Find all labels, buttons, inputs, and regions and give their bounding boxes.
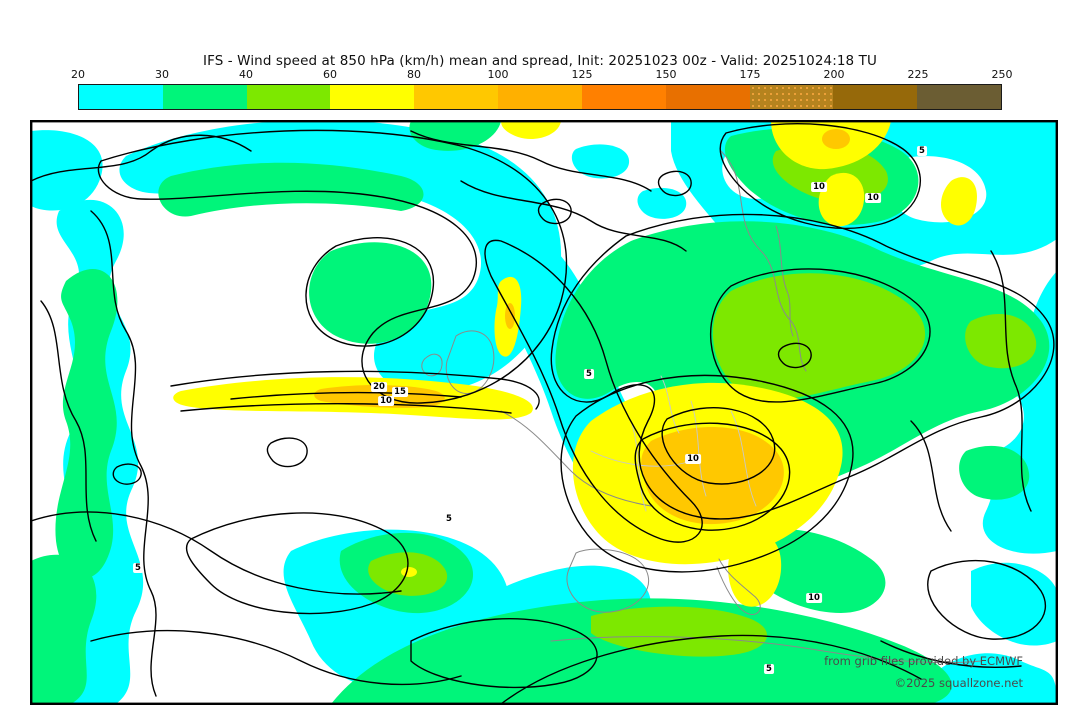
colorbar-segment-60-80 <box>330 85 415 109</box>
coastlines <box>421 150 982 664</box>
spread-contour-label-10: 10 <box>685 454 701 464</box>
map-border <box>31 121 1057 704</box>
colorbar-segment-150-175 <box>665 85 750 109</box>
colorbar-tick-225: 225 <box>907 68 929 81</box>
spread-contour-label-20: 20 <box>371 382 387 392</box>
colorbar-tick-100: 100 <box>487 68 509 81</box>
credit-ecmwf: from grib files provided by ECMWF <box>824 654 1023 668</box>
spread-contour-label-10: 10 <box>865 193 881 203</box>
credit-site: ©2025 squallzone.net <box>894 676 1023 690</box>
spread-contour-label-5: 5 <box>584 369 594 379</box>
spread-contour-label-5: 5 <box>133 563 143 573</box>
colorbar-segment-225-250 <box>917 85 1001 109</box>
colorbar-tick-125: 125 <box>571 68 593 81</box>
colorbar-segment-100-125 <box>498 85 582 109</box>
colorbar-segment-175-200 <box>749 85 834 109</box>
spread-contour-label-5: 5 <box>917 146 927 156</box>
colorbar-segment-30-40 <box>162 85 247 109</box>
spread-contour-label-5: 5 <box>764 664 774 674</box>
colorbar-tick-40: 40 <box>239 68 253 81</box>
colorbar-tick-250: 250 <box>991 68 1013 81</box>
spread-contours <box>31 123 1055 704</box>
weather-map-canvas <box>31 121 1057 704</box>
colorbar-segment-20-30 <box>79 85 163 109</box>
colorbar <box>78 84 1002 110</box>
colorbar-tick-20: 20 <box>71 68 85 81</box>
spread-contour-label-10: 10 <box>378 396 394 406</box>
spread-contour-label-5: 5 <box>444 514 454 524</box>
spread-contour-label-10: 10 <box>806 593 822 603</box>
country-borders <box>590 375 757 512</box>
colorbar-tick-150: 150 <box>655 68 677 81</box>
colorbar-tick-30: 30 <box>155 68 169 81</box>
map-frame: 20 15 10 10 10 5 5 10 5 5 10 5 from grib files prov… <box>30 120 1058 705</box>
colorbar-tick-200: 200 <box>823 68 845 81</box>
chart-title: IFS - Wind speed at 850 hPa (km/h) mean … <box>203 53 877 69</box>
spread-contour-label-10: 10 <box>811 182 827 192</box>
colorbar-ticks: 20 30 40 60 80 100 125 150 175 200 225 250 <box>71 68 1013 82</box>
colorbar-tick-80: 80 <box>407 68 421 81</box>
colorbar-segment-125-150 <box>581 85 666 109</box>
colorbar-tick-60: 60 <box>323 68 337 81</box>
spread-contour-label-15: 15 <box>392 387 408 397</box>
colorbar-segment-40-60 <box>246 85 331 109</box>
shading-gold <box>314 129 850 525</box>
colorbar-segment-80-100 <box>414 85 499 109</box>
colorbar-tick-175: 175 <box>739 68 761 81</box>
colorbar-segment-200-225 <box>833 85 918 109</box>
